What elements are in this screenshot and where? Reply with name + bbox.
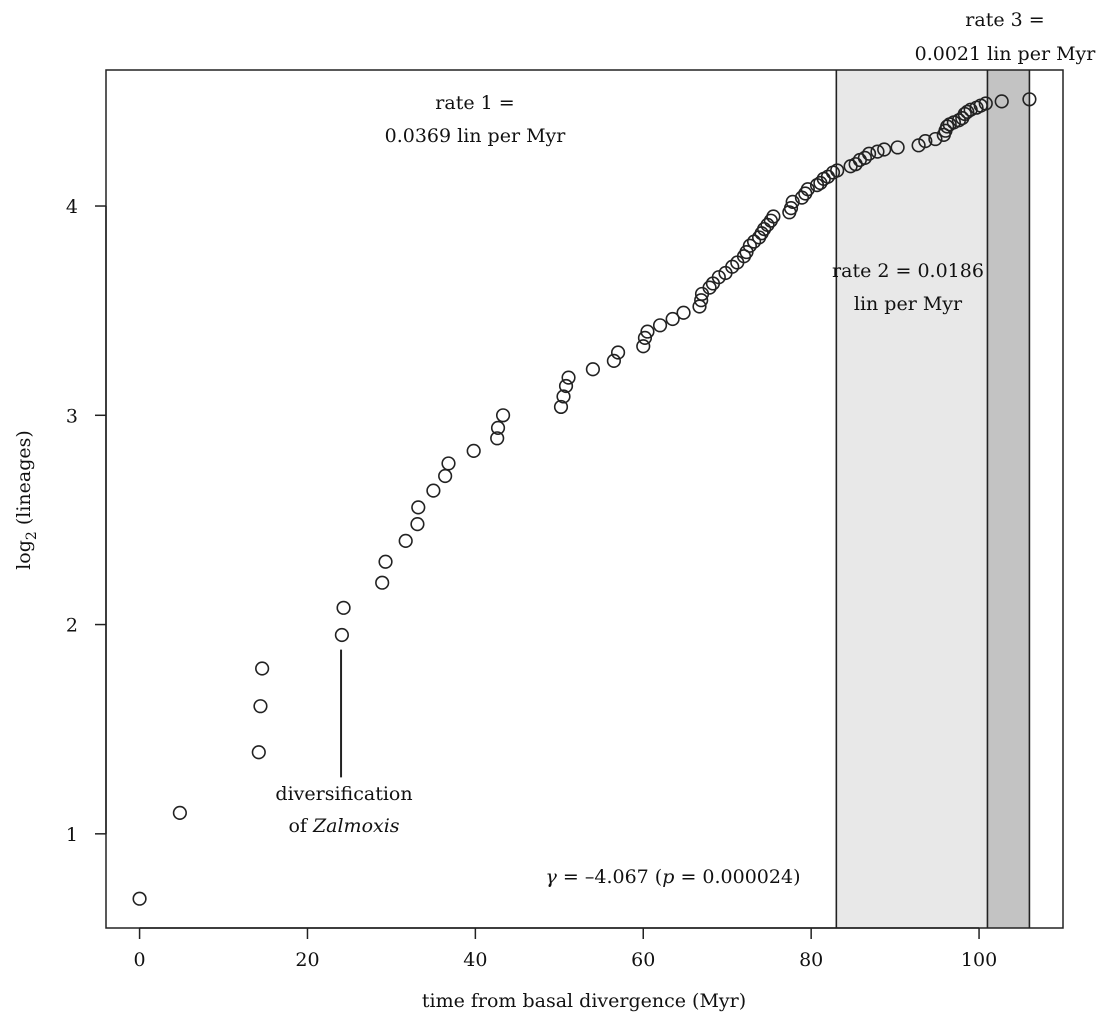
data-point: [785, 194, 800, 209]
data-point: [960, 104, 975, 119]
x-tick-label: 60: [631, 949, 655, 971]
data-point: [253, 699, 268, 714]
data-point: [610, 345, 626, 360]
rate2-label-line1: rate 2 = 0.0186: [832, 260, 984, 282]
data-point: [890, 140, 905, 155]
data-point: [694, 293, 709, 308]
data-point: [490, 431, 505, 446]
data-point: [830, 163, 845, 178]
data-point: [702, 280, 717, 295]
data-point: [870, 144, 885, 159]
data-point: [251, 745, 266, 760]
data-point: [411, 500, 426, 515]
data-point: [495, 408, 511, 423]
data-point: [1022, 92, 1037, 107]
data-point: [558, 378, 574, 394]
x-axis-title: time from basal divergence (Myr): [422, 990, 746, 1012]
data-point: [426, 483, 441, 498]
data-point: [441, 456, 456, 471]
data-point: [746, 234, 762, 249]
data-point: [742, 238, 757, 253]
rate-region-2: [836, 70, 988, 928]
x-tick-label: 80: [799, 949, 823, 971]
data-point: [561, 370, 576, 385]
rate-shift-lines: [835, 70, 1031, 928]
rate1-label-line1: rate 1 =: [435, 92, 514, 114]
data-point: [665, 311, 680, 327]
gamma-statistic: γ = –4.067 (p = 0.000024): [546, 866, 801, 888]
data-point: [783, 201, 799, 216]
data-point: [861, 146, 877, 161]
x-tick-label: 100: [961, 949, 997, 971]
x-axis: 0 20 40 60 80 100: [134, 927, 997, 971]
rate3-label-line1: rate 3 =: [965, 9, 1044, 31]
data-point: [636, 339, 651, 354]
data-point: [918, 134, 933, 149]
rate2-label-line2: lin per Myr: [854, 293, 963, 315]
data-point: [978, 96, 993, 111]
event-label-line2: of Zalmoxis: [288, 815, 399, 837]
data-point: [725, 259, 740, 274]
y-tick-label: 4: [66, 196, 78, 218]
data-point: [766, 209, 781, 224]
data-point: [132, 891, 147, 906]
data-point: [877, 142, 892, 157]
data-point: [857, 150, 872, 165]
data-point: [585, 362, 600, 377]
rate3-label-line2: 0.0021 lin per Myr: [915, 43, 1097, 65]
y-tick-label: 1: [66, 824, 78, 846]
data-point: [378, 554, 393, 569]
data-point: [676, 305, 691, 320]
data-point: [652, 318, 668, 333]
data-point: [637, 330, 653, 345]
x-tick-label: 20: [295, 949, 319, 971]
x-tick-label: 0: [134, 949, 146, 971]
data-point: [438, 468, 453, 484]
data-point: [640, 324, 655, 339]
data-point: [800, 182, 815, 197]
data-point: [556, 389, 571, 404]
y-axis-title: log2 (lineages): [13, 430, 40, 570]
rate-region-3: [987, 70, 1030, 928]
data-point: [255, 661, 270, 676]
data-point: [994, 94, 1009, 109]
data-point: [336, 600, 351, 615]
data-point: [410, 517, 425, 532]
y-tick-label: 2: [66, 615, 78, 637]
data-point: [466, 443, 481, 458]
data-points: [132, 92, 1037, 906]
data-point: [553, 399, 569, 415]
rate-regions: [836, 70, 1030, 928]
data-point: [490, 420, 506, 435]
x-tick-label: 40: [463, 949, 487, 971]
event-label-line1: diversification: [275, 783, 412, 805]
data-point: [334, 627, 349, 643]
y-tick-label: 3: [66, 405, 78, 427]
data-point: [606, 353, 621, 368]
rate1-label-line2: 0.0369 lin per Myr: [385, 125, 567, 147]
data-point: [928, 131, 943, 147]
y-axis: 1 2 3 4: [66, 196, 107, 846]
data-point: [375, 575, 390, 590]
data-point: [398, 533, 413, 548]
data-point: [172, 805, 187, 821]
